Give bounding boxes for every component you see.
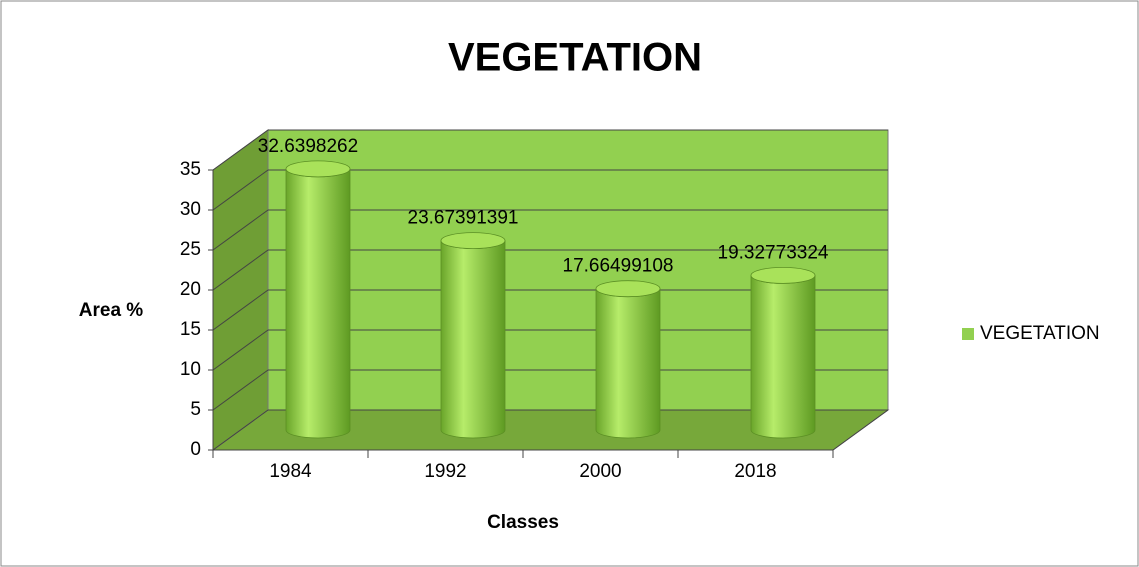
y-tick-label: 0 — [190, 439, 201, 460]
data-label: 17.66499108 — [563, 256, 674, 277]
data-label: 19.32773324 — [718, 242, 829, 263]
bar — [285, 168, 351, 439]
legend-label: VEGETATION — [980, 323, 1100, 344]
bar-top — [595, 280, 661, 298]
x-tick-label: 1984 — [269, 461, 312, 482]
floor-edge — [832, 409, 889, 451]
bar — [750, 275, 816, 439]
bar-top — [750, 266, 816, 284]
y-tick-label: 5 — [190, 399, 201, 420]
grid-line — [212, 249, 269, 291]
x-tick-label: 2018 — [734, 461, 776, 482]
grid-line — [212, 369, 269, 411]
x-tick-label: 2000 — [579, 461, 621, 482]
grid-line — [212, 289, 269, 331]
legend-swatch — [962, 328, 974, 340]
grid-line — [212, 129, 269, 171]
y-tick-label: 20 — [180, 279, 201, 300]
bar-top — [440, 232, 506, 250]
bar-top — [285, 160, 351, 178]
bar — [440, 240, 506, 439]
y-tick-label: 25 — [180, 239, 201, 260]
y-axis-label: Area % — [79, 300, 144, 321]
data-label: 32.6398262 — [258, 136, 358, 157]
chart-title: VEGETATION — [448, 36, 702, 80]
x-axis-label: Classes — [487, 512, 559, 533]
bar — [595, 288, 661, 439]
grid-line — [212, 169, 269, 211]
y-tick-label: 35 — [180, 159, 201, 180]
y-tick-label: 10 — [180, 359, 201, 380]
grid-line — [212, 329, 269, 371]
grid-line — [212, 409, 269, 451]
y-tick-label: 15 — [180, 319, 201, 340]
side-wall — [212, 129, 269, 451]
x-tick-label: 1992 — [424, 461, 466, 482]
y-tick-label: 30 — [180, 199, 201, 220]
grid-line — [212, 209, 269, 251]
data-label: 23.67391391 — [408, 208, 519, 229]
